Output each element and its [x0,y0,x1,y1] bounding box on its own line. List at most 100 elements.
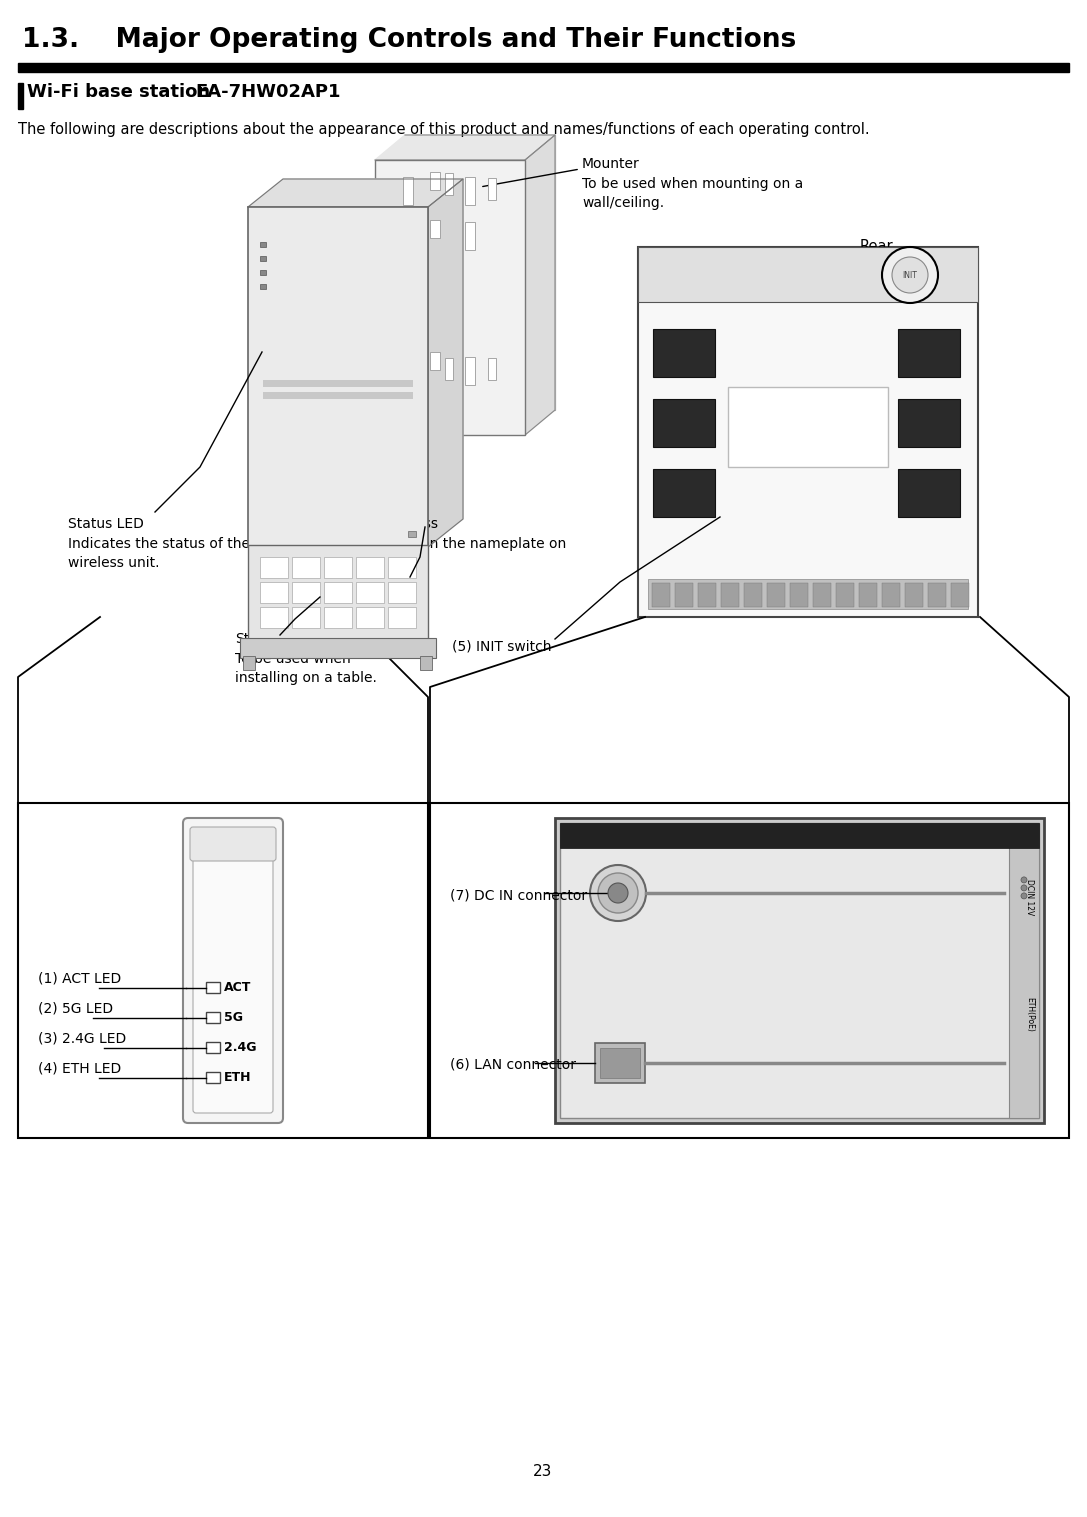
Bar [260,607,288,628]
Bar [292,583,320,602]
Text: ACT: ACT [224,981,251,994]
Bar [240,639,436,658]
Bar [357,557,384,578]
Text: 23: 23 [534,1464,552,1479]
Bar [243,655,255,671]
Bar [465,221,475,250]
Bar [403,177,413,205]
Bar [465,177,475,205]
Text: ETH: ETH [224,1071,251,1085]
Bar [595,1044,645,1083]
Bar [324,607,352,628]
Bar [653,329,715,378]
Bar [260,256,266,261]
Bar [324,583,352,602]
Bar [430,171,440,190]
Bar [653,469,715,517]
Text: MAC address
Displayed on the nameplate on
the rear..: MAC address Displayed on the nameplate o… [348,517,566,570]
Bar [638,247,978,617]
Circle shape [598,872,638,913]
Bar [721,583,739,607]
Bar [555,818,1044,1123]
Bar [292,607,320,628]
Circle shape [1021,877,1027,883]
Text: 2.4G: 2.4G [224,1041,257,1054]
Bar [653,399,715,448]
Text: ETH(PoE): ETH(PoE) [1025,997,1034,1032]
Text: (5) INIT switch: (5) INIT switch [452,639,551,652]
Circle shape [1021,884,1027,890]
Circle shape [892,256,928,293]
Text: DCIN 12V: DCIN 12V [1025,878,1034,915]
Bar [882,583,900,607]
Bar [859,583,877,607]
Text: Rear: Rear [860,240,894,253]
Bar [324,557,352,578]
Bar [600,1048,640,1079]
Bar [430,352,440,370]
Bar [248,545,428,640]
Text: EA-7HW02AP1: EA-7HW02AP1 [195,83,340,102]
Bar [248,206,428,548]
Bar [430,802,1069,1138]
Bar [445,173,453,196]
Polygon shape [375,135,555,159]
Bar [465,356,475,385]
Bar [648,579,969,608]
Bar [263,379,413,387]
Bar [813,583,830,607]
FancyBboxPatch shape [190,827,276,862]
Text: (7) DC IN connector: (7) DC IN connector [450,887,587,903]
Bar [260,557,288,578]
Bar [898,469,960,517]
Bar [207,1042,220,1053]
FancyBboxPatch shape [183,818,283,1123]
Text: INIT: INIT [902,270,917,279]
Polygon shape [525,135,555,435]
Bar [836,583,854,607]
Bar [260,243,266,247]
Bar [488,358,496,379]
Circle shape [1021,894,1027,900]
Polygon shape [428,179,463,548]
Bar [767,583,785,607]
Bar [560,824,1039,848]
Bar [898,399,960,448]
Text: 1.3.    Major Operating Controls and Their Functions: 1.3. Major Operating Controls and Their … [22,27,797,53]
Polygon shape [405,135,555,410]
Bar [18,64,1069,71]
Text: (6) LAN connector: (6) LAN connector [450,1057,576,1073]
Bar [928,583,946,607]
Bar [388,557,416,578]
Text: The following are descriptions about the appearance of this product and names/fu: The following are descriptions about the… [18,121,870,137]
Bar [728,387,888,467]
Circle shape [590,865,646,921]
Bar [430,220,440,238]
Bar [408,531,416,537]
Polygon shape [248,179,463,206]
Bar [260,583,288,602]
Circle shape [608,883,628,903]
Bar [420,655,432,671]
Bar [905,583,923,607]
Circle shape [882,247,938,303]
Text: Status LED
Indicates the status of the
wireless unit.: Status LED Indicates the status of the w… [68,517,250,570]
Bar [652,583,670,607]
Bar [260,284,266,290]
Bar [18,802,428,1138]
Bar [638,247,978,302]
Bar [207,981,220,994]
Bar [951,583,969,607]
Text: Wi-Fi base station: Wi-Fi base station [27,83,210,102]
Bar [388,607,416,628]
Bar [744,583,762,607]
Bar [790,583,808,607]
Text: Mounter
To be used when mounting on a
wall/ceiling.: Mounter To be used when mounting on a wa… [582,156,803,209]
Bar [898,329,960,378]
Bar [403,221,413,250]
Bar [207,1012,220,1022]
Bar [403,356,413,385]
Text: (3) 2.4G LED: (3) 2.4G LED [38,1032,126,1045]
Bar [207,1073,220,1083]
Bar [357,583,384,602]
